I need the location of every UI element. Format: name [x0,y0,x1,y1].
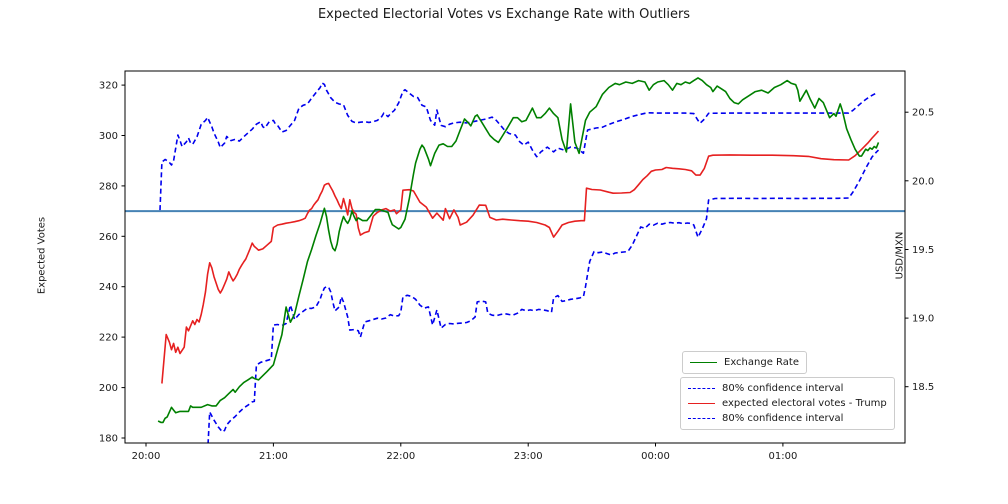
axes-frame [124,70,906,444]
y-left-tick-label: 200 [99,383,118,394]
legend-label-trump-votes: expected electoral votes - Trump [722,398,887,409]
y-left-tick-label: 320 [99,81,118,92]
y-left-tick-label: 280 [99,181,118,192]
legend-row-confidence-lower: 80% confidence interval [688,411,887,426]
legend-label-exchange-rate: Exchange Rate [724,357,799,368]
x-tick-label: 23:00 [514,451,543,462]
series-line-0 [159,82,878,211]
legend-row-trump-votes: expected electoral votes - Trump [688,396,887,411]
series-line-1 [161,130,880,384]
x-tick-label: 00:00 [641,451,670,462]
chart-title: Expected Electorial Votes vs Exchange Ra… [317,7,691,22]
legend-exchange-rate: Exchange Rate [682,351,807,374]
y-right-tick-label: 20.5 [912,108,934,119]
series-line-3 [157,77,880,424]
y-right-tick-label: 19.0 [912,314,934,325]
legend-label-confidence-lower: 80% confidence interval [722,413,844,424]
confidence-upper-line-swatch [688,388,715,389]
y-left-tick-label: 260 [99,232,118,243]
legend-row-confidence-upper: 80% confidence interval [688,381,887,396]
y-right-tick-label: 18.5 [912,382,934,393]
x-tick-label: 21:00 [259,451,288,462]
x-tick-label: 20:00 [132,451,161,462]
x-tick-label: 22:00 [386,451,415,462]
legend-electoral-votes: 80% confidence interval expected elector… [680,377,895,430]
x-tick-label: 01:00 [768,451,797,462]
y-right-tick-label: 19.5 [912,245,934,256]
exchange-rate-line-swatch [690,362,717,363]
y-left-tick-label: 180 [99,434,118,445]
y-right-tick-label: 20.0 [912,176,934,187]
trump-votes-line-swatch [688,403,715,404]
y-left-tick-label: 300 [99,131,118,142]
legend-label-confidence-upper: 80% confidence interval [722,383,844,394]
y-left-tick-label: 240 [99,282,118,293]
legend-row-exchange-rate: Exchange Rate [690,355,799,370]
y-left-tick-label: 220 [99,333,118,344]
confidence-lower-line-swatch [688,418,715,419]
